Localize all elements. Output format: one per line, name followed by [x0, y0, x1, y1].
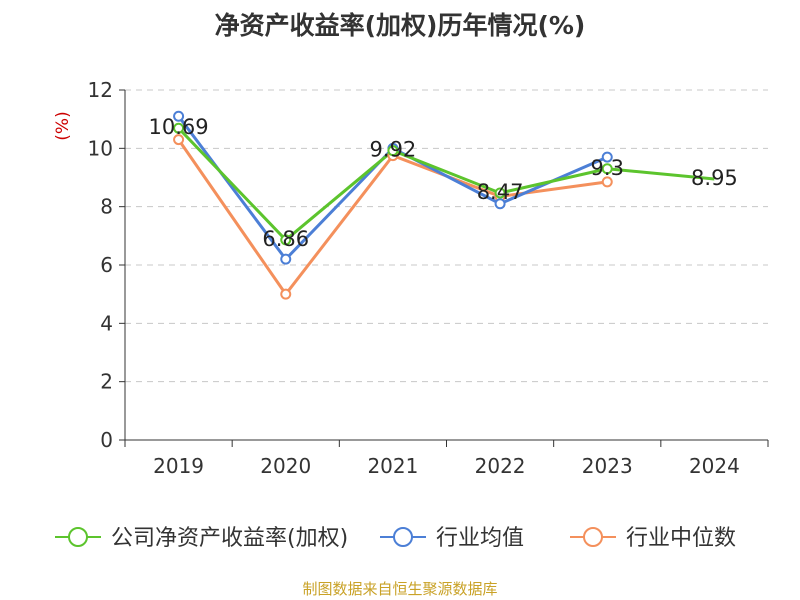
series-0-point-2022 — [494, 187, 506, 199]
series-1-point-2022 — [494, 198, 506, 210]
series-1-point-2019 — [173, 110, 185, 122]
series-line-2 — [177, 138, 608, 296]
series-0-point-2023 — [601, 163, 613, 175]
legend-marker-2 — [583, 527, 603, 547]
data-label-2020: 6.86 — [262, 227, 309, 251]
series-0-point-2020 — [280, 234, 292, 246]
series-0-point-2021 — [387, 145, 399, 157]
legend-label-0: 公司净资产收益率(加权) — [111, 526, 348, 551]
series-1-point-2023 — [601, 151, 613, 163]
x-tick-label-2021: 2021 — [367, 454, 418, 478]
x-tick-label-2020: 2020 — [260, 454, 311, 478]
x-tick-label-2022: 2022 — [475, 454, 526, 478]
y-tick-label-0: 0 — [100, 428, 113, 452]
x-tick-label-2024: 2024 — [689, 454, 740, 478]
y-tick-label-6: 6 — [100, 253, 113, 277]
source-footer: 制图数据来自恒生聚源数据库 — [302, 580, 498, 598]
y-axis-label: (%) — [53, 111, 73, 140]
y-tick-label-12: 12 — [88, 78, 113, 102]
legend-label-2: 行业中位数 — [626, 526, 736, 551]
y-tick-label-4: 4 — [100, 311, 113, 335]
data-label-2019: 10.69 — [149, 115, 209, 139]
y-tick-label-8: 8 — [100, 195, 113, 219]
legend-label-1: 行业均值 — [436, 526, 524, 551]
chart-title: 净资产收益率(加权)历年情况(%) — [214, 11, 586, 40]
legend-marker-0 — [68, 527, 88, 547]
data-label-2021: 9.92 — [370, 138, 417, 162]
x-tick-label-2023: 2023 — [582, 454, 633, 478]
data-label-2023: 9.3 — [591, 156, 624, 180]
y-tick-label-2: 2 — [100, 370, 113, 394]
series-2-point-2020 — [280, 288, 292, 300]
y-tick-label-10: 10 — [88, 136, 113, 160]
series-0-point-2019 — [173, 122, 185, 134]
series-1-point-2020 — [280, 253, 292, 265]
series-line-0 — [177, 127, 715, 242]
x-tick-label-2019: 2019 — [153, 454, 204, 478]
series-2-point-2019 — [173, 134, 185, 146]
legend-marker-1 — [393, 527, 413, 547]
data-label-2024: 8.95 — [691, 166, 738, 190]
series-2-point-2023 — [601, 176, 613, 188]
data-label-2022: 8.47 — [477, 180, 524, 204]
